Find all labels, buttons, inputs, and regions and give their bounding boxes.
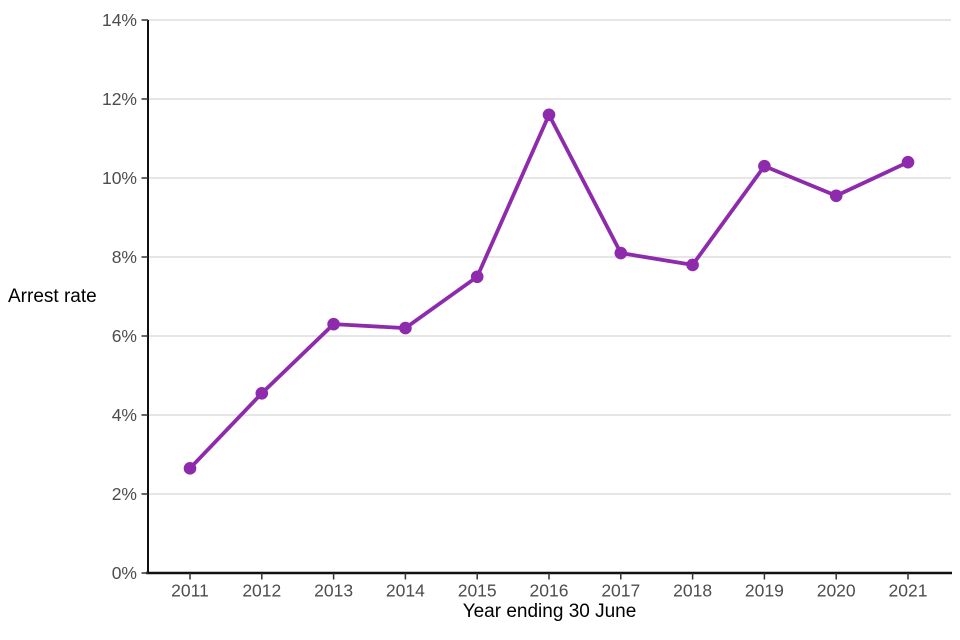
x-axis-title: Year ending 30 June [462,601,637,622]
data-point [470,270,484,284]
x-tick-label: 2020 [817,581,856,601]
data-point [829,189,843,203]
y-tick-label: 14% [102,10,137,30]
data-point [542,108,556,122]
data-point [327,317,340,331]
x-tick-label: 2018 [673,581,712,601]
x-tick-label: 2012 [242,581,281,601]
data-point [686,258,699,272]
y-axis-title: Arrest rate [8,286,97,307]
data-point [758,159,771,173]
x-tick-label: 2016 [530,581,569,601]
x-tick-label: 2014 [386,581,425,601]
x-tick-label: 2017 [601,581,640,601]
y-tick-label: 12% [102,89,137,109]
data-point [255,386,269,400]
y-tick-label: 0% [112,563,137,583]
x-tick-label: 2021 [889,581,928,601]
y-tick-label: 10% [102,168,137,188]
data-point [901,155,915,169]
x-tick-label: 2011 [171,581,209,601]
data-point [183,462,197,475]
y-tick-label: 6% [112,326,137,346]
y-tick-label: 2% [112,484,137,504]
y-tick-label: 8% [112,247,137,267]
x-tick-label: 2015 [458,581,497,601]
y-tick-label: 4% [112,405,137,425]
data-point [399,321,412,335]
x-tick-label: 2019 [745,581,784,601]
data-point [614,246,628,260]
x-tick-label: 2013 [314,581,353,601]
